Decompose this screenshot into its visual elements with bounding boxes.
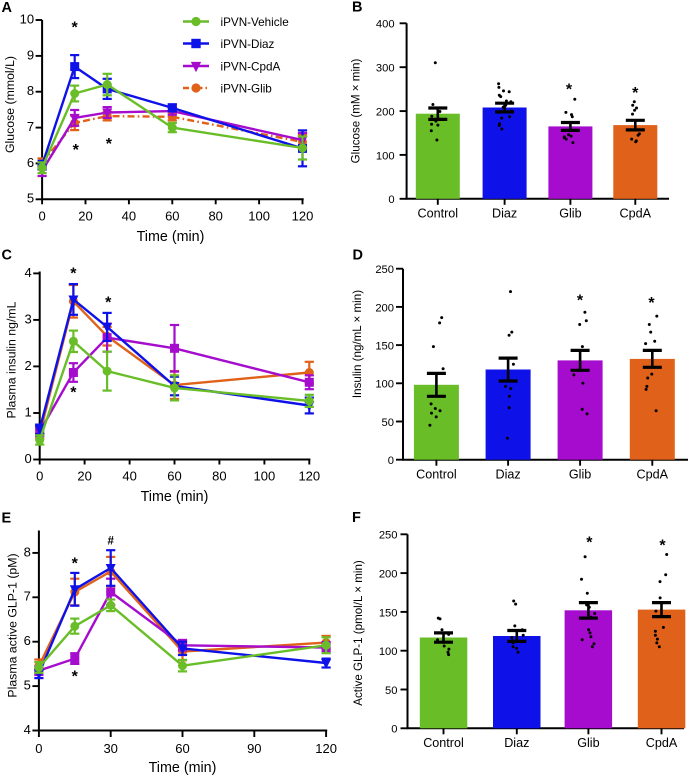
svg-text:8: 8: [27, 83, 34, 98]
svg-text:200: 200: [379, 569, 398, 581]
svg-text:Control: Control: [423, 736, 464, 750]
svg-text:100: 100: [375, 379, 394, 391]
svg-text:4: 4: [24, 265, 31, 280]
svg-text:Plasma insulin ng/mL: Plasma insulin ng/mL: [5, 301, 19, 418]
svg-text:*: *: [106, 136, 113, 153]
svg-text:80: 80: [208, 209, 222, 224]
svg-text:250: 250: [379, 530, 398, 542]
svg-text:0: 0: [388, 455, 394, 467]
svg-text:CpdA: CpdA: [637, 467, 669, 481]
svg-text:60: 60: [175, 741, 189, 756]
svg-text:0: 0: [36, 469, 43, 484]
svg-text:40: 40: [122, 469, 136, 484]
svg-text:*: *: [71, 20, 78, 37]
svg-text:Diaz: Diaz: [495, 467, 520, 481]
svg-text:20: 20: [77, 469, 91, 484]
svg-text:Time (min): Time (min): [137, 229, 205, 245]
svg-text:5: 5: [27, 191, 34, 206]
svg-text:1: 1: [24, 404, 31, 419]
svg-text:0: 0: [388, 194, 394, 206]
svg-text:2: 2: [24, 358, 31, 373]
svg-text:50: 50: [385, 685, 397, 697]
svg-text:Glucose (mmol/L): Glucose (mmol/L): [3, 56, 17, 153]
svg-text:CpdA: CpdA: [646, 736, 678, 750]
svg-text:100: 100: [254, 469, 276, 484]
svg-text:Glib: Glib: [569, 467, 591, 481]
svg-text:*: *: [586, 535, 593, 552]
svg-text:150: 150: [375, 341, 394, 353]
svg-text:*: *: [577, 293, 584, 310]
svg-text:Time (min): Time (min): [141, 489, 209, 505]
svg-text:200: 200: [375, 302, 394, 314]
svg-text:Insulin (ng/mL × min): Insulin (ng/mL × min): [351, 290, 364, 398]
svg-text:Glib: Glib: [577, 736, 599, 750]
svg-text:3: 3: [24, 311, 31, 326]
svg-text:150: 150: [379, 607, 398, 619]
svg-text:6: 6: [24, 633, 31, 648]
svg-text:*: *: [73, 142, 80, 159]
svg-text:*: *: [659, 537, 666, 554]
svg-text:0: 0: [391, 724, 397, 736]
svg-text:Control: Control: [417, 207, 458, 221]
svg-text:*: *: [648, 295, 655, 312]
svg-text:7: 7: [27, 119, 34, 134]
svg-text:40: 40: [122, 209, 136, 224]
svg-text:*: *: [632, 85, 639, 102]
svg-text:4: 4: [24, 722, 31, 737]
svg-text:100: 100: [379, 646, 398, 658]
svg-text:0: 0: [35, 741, 42, 756]
svg-text:*: *: [70, 266, 77, 283]
svg-text:iPVN-Vehicle: iPVN-Vehicle: [221, 16, 289, 29]
svg-text:#: #: [107, 536, 114, 548]
svg-text:30: 30: [103, 741, 117, 756]
svg-text:100: 100: [248, 209, 270, 224]
svg-text:6: 6: [27, 155, 34, 170]
svg-text:F: F: [352, 510, 361, 526]
svg-text:*: *: [566, 82, 573, 99]
svg-text:90: 90: [247, 741, 261, 756]
svg-text:iPVN-Glib: iPVN-Glib: [221, 82, 273, 95]
svg-text:A: A: [2, 0, 13, 16]
svg-text:200: 200: [376, 107, 395, 119]
svg-text:*: *: [72, 556, 79, 573]
svg-text:iPVN-Diaz: iPVN-Diaz: [221, 38, 275, 51]
svg-text:C: C: [2, 248, 13, 264]
svg-text:120: 120: [298, 469, 320, 484]
svg-text:250: 250: [375, 264, 394, 276]
svg-text:50: 50: [382, 417, 394, 429]
svg-text:B: B: [352, 0, 362, 15]
svg-text:D: D: [353, 248, 363, 264]
svg-text:Glib: Glib: [559, 207, 581, 221]
svg-text:9: 9: [27, 47, 34, 62]
svg-text:Time (min): Time (min): [149, 760, 217, 776]
svg-text:80: 80: [212, 469, 226, 484]
svg-text:Glucose (mM × min): Glucose (mM × min): [350, 59, 363, 164]
svg-text:*: *: [70, 385, 77, 402]
svg-text:iPVN-CpdA: iPVN-CpdA: [221, 60, 281, 73]
svg-text:60: 60: [165, 209, 179, 224]
svg-text:0: 0: [38, 209, 45, 224]
svg-text:Diaz: Diaz: [492, 207, 517, 221]
svg-text:E: E: [2, 511, 12, 527]
svg-text:5: 5: [24, 678, 31, 693]
svg-text:0: 0: [24, 451, 31, 466]
svg-text:120: 120: [315, 741, 337, 756]
svg-text:100: 100: [376, 150, 395, 162]
svg-text:Active GLP-1 (pmol/L × min): Active GLP-1 (pmol/L × min): [352, 560, 365, 706]
svg-text:400: 400: [376, 19, 395, 31]
svg-text:Control: Control: [416, 467, 457, 481]
svg-text:*: *: [72, 669, 79, 686]
svg-text:8: 8: [24, 544, 31, 559]
svg-text:CpdA: CpdA: [620, 207, 652, 221]
svg-text:7: 7: [24, 589, 31, 604]
svg-text:Diaz: Diaz: [504, 736, 529, 750]
svg-text:60: 60: [167, 469, 181, 484]
svg-text:10: 10: [20, 11, 34, 26]
svg-text:Plasma active GLP-1 (pM): Plasma active GLP-1 (pM): [6, 553, 20, 697]
svg-text:20: 20: [78, 209, 92, 224]
svg-text:300: 300: [376, 63, 395, 75]
svg-text:*: *: [105, 295, 112, 312]
svg-text:120: 120: [292, 209, 314, 224]
